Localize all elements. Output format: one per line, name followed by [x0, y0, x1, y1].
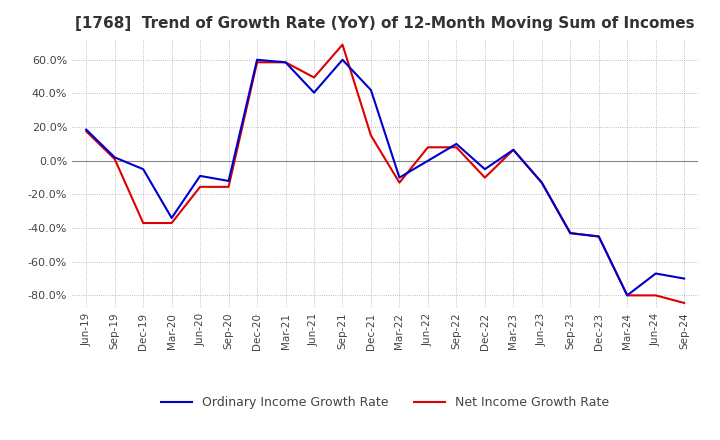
- Ordinary Income Growth Rate: [282, 60, 290, 65]
- Net Income Growth Rate: [566, 231, 575, 236]
- Ordinary Income Growth Rate: [680, 276, 688, 281]
- Net Income Growth Rate: [652, 293, 660, 298]
- Net Income Growth Rate: [167, 220, 176, 226]
- Ordinary Income Growth Rate: [338, 57, 347, 62]
- Title: [1768]  Trend of Growth Rate (YoY) of 12-Month Moving Sum of Incomes: [1768] Trend of Growth Rate (YoY) of 12-…: [76, 16, 695, 32]
- Ordinary Income Growth Rate: [537, 180, 546, 185]
- Ordinary Income Growth Rate: [110, 155, 119, 160]
- Net Income Growth Rate: [82, 128, 91, 134]
- Ordinary Income Growth Rate: [225, 178, 233, 183]
- Net Income Growth Rate: [338, 42, 347, 47]
- Net Income Growth Rate: [366, 133, 375, 138]
- Legend: Ordinary Income Growth Rate, Net Income Growth Rate: Ordinary Income Growth Rate, Net Income …: [156, 392, 614, 414]
- Net Income Growth Rate: [282, 60, 290, 65]
- Ordinary Income Growth Rate: [366, 88, 375, 93]
- Net Income Growth Rate: [110, 157, 119, 162]
- Ordinary Income Growth Rate: [310, 90, 318, 95]
- Net Income Growth Rate: [253, 60, 261, 65]
- Ordinary Income Growth Rate: [196, 173, 204, 179]
- Net Income Growth Rate: [196, 184, 204, 190]
- Net Income Growth Rate: [423, 145, 432, 150]
- Ordinary Income Growth Rate: [395, 175, 404, 180]
- Net Income Growth Rate: [623, 293, 631, 298]
- Ordinary Income Growth Rate: [623, 293, 631, 298]
- Net Income Growth Rate: [480, 175, 489, 180]
- Net Income Growth Rate: [452, 145, 461, 150]
- Ordinary Income Growth Rate: [167, 215, 176, 220]
- Net Income Growth Rate: [537, 180, 546, 185]
- Ordinary Income Growth Rate: [253, 57, 261, 62]
- Ordinary Income Growth Rate: [509, 147, 518, 153]
- Ordinary Income Growth Rate: [423, 158, 432, 163]
- Net Income Growth Rate: [139, 220, 148, 226]
- Net Income Growth Rate: [595, 234, 603, 239]
- Net Income Growth Rate: [310, 75, 318, 80]
- Net Income Growth Rate: [225, 184, 233, 190]
- Ordinary Income Growth Rate: [452, 141, 461, 147]
- Ordinary Income Growth Rate: [566, 231, 575, 236]
- Net Income Growth Rate: [680, 301, 688, 306]
- Line: Net Income Growth Rate: Net Income Growth Rate: [86, 44, 684, 303]
- Net Income Growth Rate: [395, 180, 404, 185]
- Line: Ordinary Income Growth Rate: Ordinary Income Growth Rate: [86, 60, 684, 295]
- Net Income Growth Rate: [509, 147, 518, 153]
- Ordinary Income Growth Rate: [595, 234, 603, 239]
- Ordinary Income Growth Rate: [139, 166, 148, 172]
- Ordinary Income Growth Rate: [480, 166, 489, 172]
- Ordinary Income Growth Rate: [652, 271, 660, 276]
- Ordinary Income Growth Rate: [82, 127, 91, 132]
